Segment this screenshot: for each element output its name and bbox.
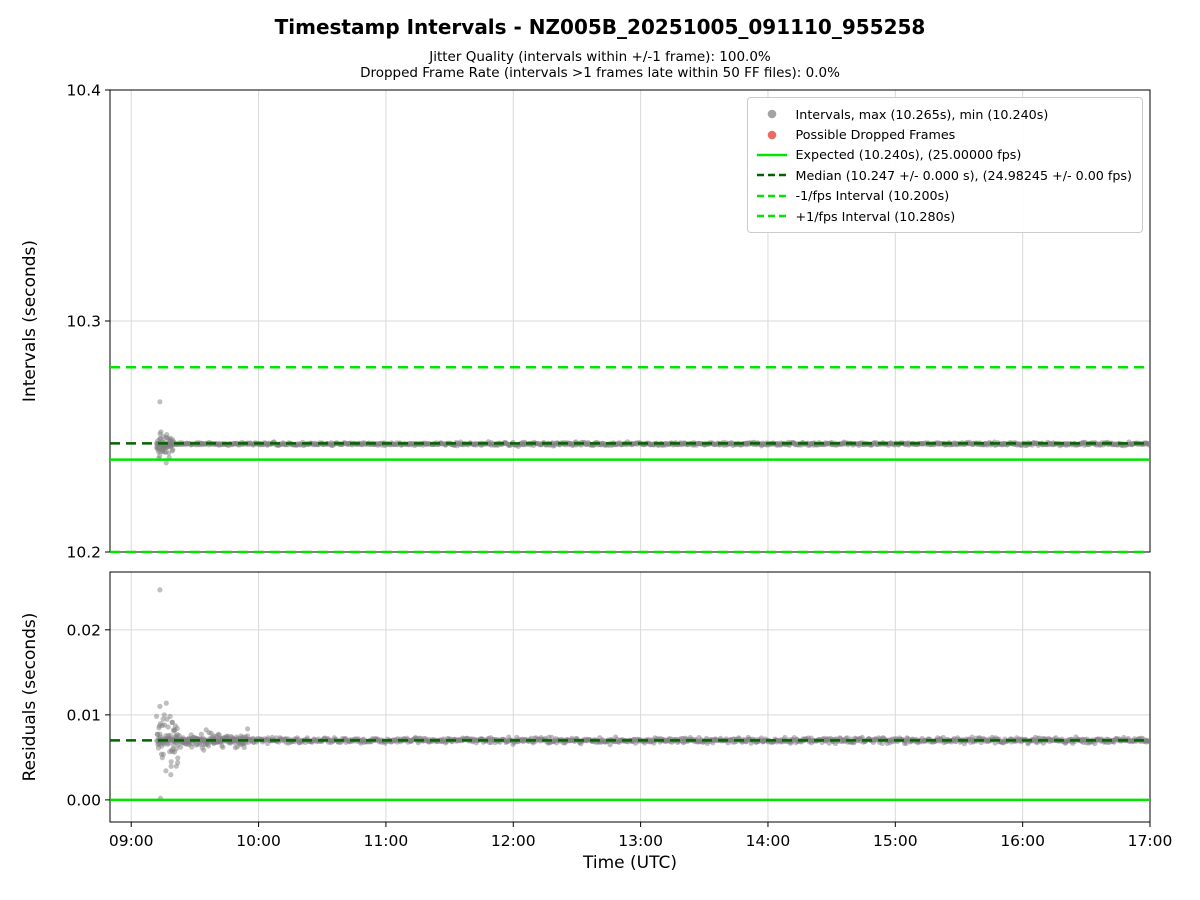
x-tick-label: 16:00: [1000, 832, 1045, 850]
x-tick-label: 15:00: [873, 832, 918, 850]
legend-line-marker-icon: [755, 148, 789, 162]
legend-entry: -1/fps Interval (10.200s): [755, 186, 1132, 206]
y-tick-label: 0.00: [66, 791, 101, 809]
subplot-residuals: 0.00 0.01 0.02 09:00 10:00 11:00 12:00 13:00 14:…: [66, 571, 1172, 850]
legend-label: Intervals, max (10.265s), min (10.240s): [795, 106, 1049, 122]
legend-label: Median (10.247 +/- 0.000 s), (24.98245 +…: [795, 167, 1132, 183]
plot-frame: [109, 571, 1151, 823]
y-ticks: 0.00 0.01 0.02: [66, 621, 110, 809]
legend-label: -1/fps Interval (10.200s): [795, 188, 950, 204]
x-tick-label: 17:00: [1128, 832, 1173, 850]
legend-dot-marker-icon: [755, 128, 789, 142]
grid-lines: [110, 572, 1151, 822]
legend-label: Possible Dropped Frames: [795, 127, 956, 143]
y-axis-label-intervals: Intervals (seconds): [20, 239, 40, 403]
residual-points: [153, 587, 1150, 801]
interval-points: [154, 399, 1150, 466]
jitter-quality-subtitle: Jitter Quality (intervals within +/-1 fr…: [429, 49, 771, 65]
y-tick-label: 10.3: [66, 313, 101, 331]
legend-line-marker-icon: [755, 168, 789, 182]
subplot-intervals: 10.2 10.3 10.4: [66, 82, 1151, 562]
dropped-frame-rate-subtitle: Dropped Frame Rate (intervals >1 frames …: [360, 65, 840, 81]
y-tick-label: 10.2: [66, 544, 101, 562]
x-axis-label: Time (UTC): [583, 853, 677, 873]
legend-dot-marker-icon: [755, 107, 789, 121]
legend-entry: Expected (10.240s), (25.00000 fps): [755, 145, 1132, 165]
x-tick-label: 11:00: [364, 832, 409, 850]
legend-entry: +1/fps Interval (10.280s): [755, 206, 1132, 226]
reference-lines: [110, 365, 1150, 554]
y-tick-label: 0.01: [66, 706, 101, 724]
y-tick-label: 0.02: [66, 621, 101, 639]
x-tick-label: 14:00: [746, 832, 791, 850]
x-tick-label: 10:00: [236, 832, 281, 850]
x-tick-label: 12:00: [491, 832, 536, 850]
legend-label: Expected (10.240s), (25.00000 fps): [795, 147, 1022, 163]
y-axis-label-residuals: Residuals (seconds): [20, 612, 40, 782]
y-tick-label: 10.4: [66, 82, 101, 100]
x-tick-label: 09:00: [109, 832, 154, 850]
y-ticks: 10.2 10.3 10.4: [66, 82, 110, 562]
legend-entry: Possible Dropped Frames: [755, 124, 1132, 144]
legend-label: +1/fps Interval (10.280s): [795, 208, 956, 224]
chart-title: Timestamp Intervals - NZ005B_20251005_09…: [274, 15, 926, 39]
legend-line-marker-icon: [755, 189, 789, 203]
x-tick-label: 13:00: [618, 832, 663, 850]
legend-entry: Intervals, max (10.265s), min (10.240s): [755, 104, 1132, 124]
x-ticks: 09:00 10:00 11:00 12:00 13:00 14:00 15:00 16:00…: [109, 822, 1172, 850]
legend-line-marker-icon: [755, 209, 789, 223]
legend-entry: Median (10.247 +/- 0.000 s), (24.98245 +…: [755, 165, 1132, 185]
reference-lines: [110, 739, 1150, 802]
legend: Intervals, max (10.265s), min (10.240s) P…: [746, 97, 1143, 234]
